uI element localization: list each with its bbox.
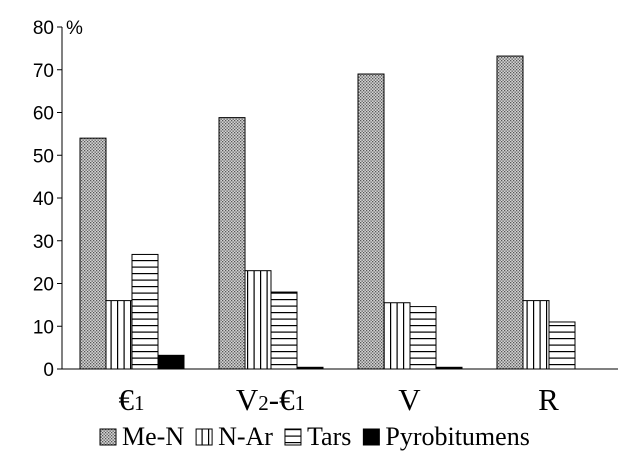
bar-me-n — [357, 73, 385, 370]
bar-n-ar — [522, 300, 550, 370]
x-tick-label: V — [398, 382, 421, 417]
x-tick-label: €1 — [119, 382, 145, 417]
legend: Me-N N-Ar Tars Pyrobitumens — [99, 422, 530, 451]
bar-n-ar — [383, 302, 411, 370]
legend-label: N-Ar — [218, 422, 273, 451]
axes: 0 10 20 30 40 50 60 70 80% — [33, 18, 618, 381]
y-tick-label: 40 — [33, 189, 54, 210]
bar-pyrobitumens — [296, 366, 324, 370]
legend-swatch — [99, 428, 117, 446]
y-axis-unit: % — [66, 18, 83, 39]
bar-n-ar — [105, 300, 133, 370]
legend-label: Pyrobitumens — [385, 422, 529, 451]
x-tick-label: V2-€1 — [236, 382, 305, 417]
x-tick-label: R — [538, 382, 559, 417]
y-tick-label: 70 — [33, 61, 54, 82]
labels: €1 V2-€1 V R — [119, 382, 560, 417]
bar-me-n — [218, 117, 246, 370]
legend-label: Me-N — [122, 422, 184, 451]
legend-swatch — [195, 428, 213, 446]
y-tick-label: 20 — [33, 275, 54, 296]
legend-swatch — [284, 428, 302, 446]
bar-pyrobitumens — [435, 366, 463, 370]
y-tick-label: 10 — [33, 317, 54, 338]
bar-tars — [409, 306, 437, 370]
bar-n-ar — [244, 270, 272, 370]
y-tick-label: 50 — [33, 146, 54, 167]
bar-tars — [548, 321, 576, 370]
bar-me-n — [496, 55, 524, 370]
bar-pyrobitumens — [157, 354, 185, 370]
bar-me-n — [79, 137, 107, 370]
legend-label: Tars — [307, 422, 351, 451]
y-tick-label: 60 — [33, 104, 54, 125]
y-tick-label: 30 — [33, 232, 54, 253]
bars — [79, 55, 576, 370]
bar-tars — [270, 291, 298, 370]
legend-swatch — [362, 428, 380, 446]
y-tick-label: 0 — [43, 360, 54, 381]
y-tick-label: 80 — [33, 18, 54, 39]
bar-tars — [131, 253, 159, 370]
